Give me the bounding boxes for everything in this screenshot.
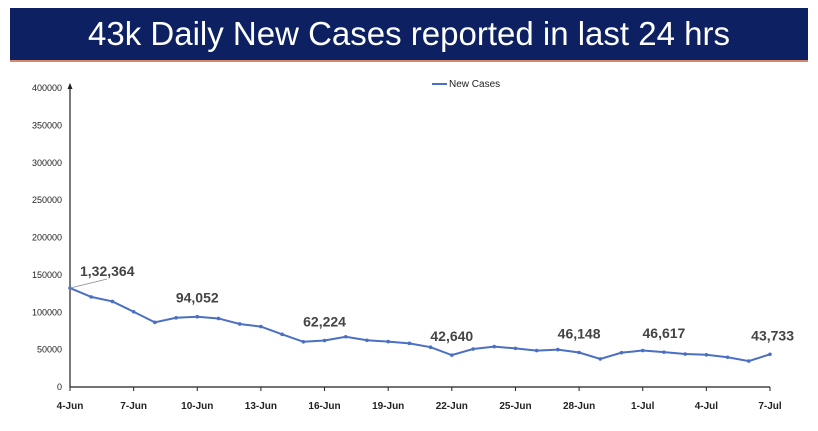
- data-point: [556, 347, 560, 352]
- data-point: [746, 359, 751, 363]
- x-tick-label: 16-Jun: [308, 401, 340, 412]
- data-point: [322, 338, 327, 343]
- data-point: [428, 345, 433, 349]
- data-label: 62,224: [303, 313, 346, 329]
- x-tick-label: 22-Jun: [436, 401, 468, 412]
- x-tick-label: 13-Jun: [245, 401, 277, 412]
- data-point: [534, 348, 539, 353]
- chart-title-banner: 43k Daily New Cases reported in last 24 …: [10, 8, 808, 62]
- data-point: [301, 339, 306, 344]
- data-point: [577, 350, 581, 355]
- data-label: 1,32,364: [80, 263, 135, 279]
- x-tick-label: 19-Jun: [372, 401, 404, 412]
- data-label: 46,617: [643, 325, 686, 341]
- data-point: [280, 332, 284, 337]
- y-tick-label: 400000: [32, 83, 62, 93]
- legend-label: New Cases: [449, 79, 500, 90]
- data-point: [683, 352, 687, 356]
- data-point: [768, 352, 772, 357]
- data-point: [89, 295, 94, 299]
- annotation-leader-line: [69, 278, 108, 289]
- data-point: [598, 357, 603, 361]
- x-tick-label: 7-Jul: [758, 401, 782, 412]
- data-label: 94,052: [176, 290, 219, 306]
- data-point: [704, 353, 709, 357]
- y-tick-label: 250000: [32, 195, 62, 205]
- data-point: [365, 338, 369, 343]
- y-tick-label: 0: [57, 382, 62, 392]
- data-label: 42,640: [430, 328, 473, 344]
- data-point: [237, 322, 242, 326]
- x-tick-label: 1-Jul: [631, 401, 655, 412]
- data-point: [450, 353, 454, 357]
- data-point: [195, 314, 200, 319]
- data-point: [174, 315, 178, 320]
- data-point: [492, 344, 497, 349]
- x-tick-label: 10-Jun: [181, 401, 213, 412]
- data-point: [640, 348, 645, 353]
- y-tick-label: 150000: [32, 270, 62, 280]
- data-point: [725, 355, 730, 360]
- data-point: [386, 339, 390, 344]
- y-tick-label: 50000: [37, 345, 62, 355]
- data-label: 46,148: [558, 326, 601, 342]
- data-point: [216, 316, 221, 321]
- x-tick-label: 4-Jun: [57, 401, 84, 412]
- x-tick-label: 28-Jun: [563, 401, 595, 412]
- data-point: [619, 350, 624, 355]
- data-point: [662, 350, 666, 354]
- data-point: [153, 320, 157, 325]
- x-tick-label: 25-Jun: [499, 401, 531, 412]
- data-point: [513, 346, 518, 351]
- data-point: [471, 347, 475, 351]
- x-tick-label: 4-Jul: [695, 401, 719, 412]
- y-tick-label: 200000: [32, 233, 62, 243]
- y-tick-label: 100000: [32, 307, 62, 317]
- y-tick-label: 350000: [32, 120, 62, 130]
- data-point: [110, 299, 115, 304]
- data-point: [131, 309, 136, 314]
- y-axis-arrow-icon: [67, 83, 73, 89]
- y-tick-label: 300000: [32, 158, 62, 168]
- data-point: [343, 334, 348, 339]
- data-point: [259, 324, 263, 329]
- data-label: 43,733: [751, 327, 794, 343]
- x-tick-label: 7-Jun: [120, 401, 147, 412]
- data-point: [407, 341, 412, 346]
- series-line-new-cases: [69, 287, 771, 363]
